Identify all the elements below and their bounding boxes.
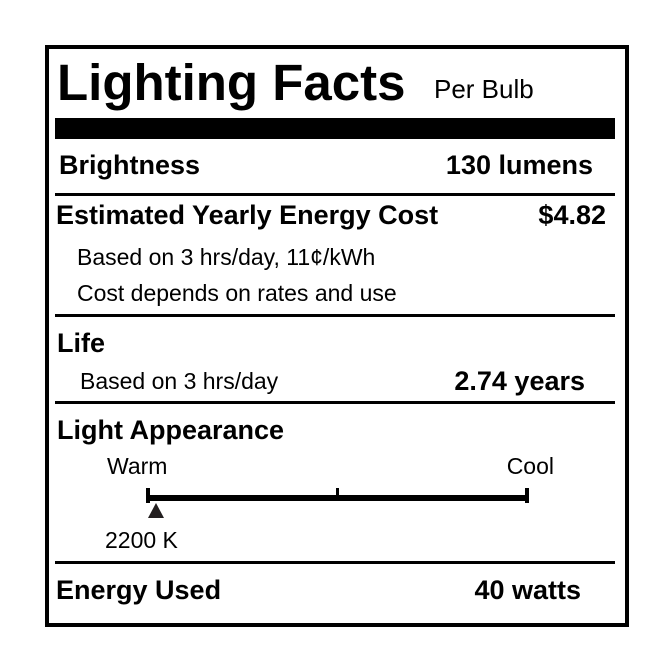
energy-cost-label: Estimated Yearly Energy Cost bbox=[56, 200, 439, 230]
scale-tick bbox=[336, 488, 339, 498]
label-title: Lighting Facts bbox=[57, 54, 406, 111]
warm-label: Warm bbox=[107, 453, 168, 479]
brightness-value: 130 lumens bbox=[445, 150, 593, 180]
energy-cost-note-2: Cost depends on rates and use bbox=[77, 280, 397, 306]
life-value: 2.74 years bbox=[454, 366, 585, 396]
energy-used-label: Energy Used bbox=[56, 575, 222, 605]
color-temperature-value: 2200 K bbox=[105, 527, 178, 553]
energy-cost-note-1: Based on 3 hrs/day, 11¢/kWh bbox=[77, 244, 376, 270]
brightness-label: Brightness bbox=[59, 150, 201, 180]
triangle-up-icon bbox=[147, 503, 164, 518]
energy-cost-value: $4.82 bbox=[538, 200, 606, 230]
scale-tick bbox=[525, 488, 529, 503]
divider bbox=[55, 193, 615, 196]
life-note: Based on 3 hrs/day bbox=[80, 368, 279, 394]
header-bar bbox=[55, 118, 615, 139]
label-subtitle: Per Bulb bbox=[434, 74, 534, 104]
scale-tick bbox=[146, 488, 150, 503]
scale-bar bbox=[148, 495, 529, 501]
appearance-label: Light Appearance bbox=[57, 415, 285, 445]
divider bbox=[55, 401, 615, 404]
cool-label: Cool bbox=[506, 453, 554, 479]
label-frame bbox=[45, 45, 629, 627]
life-label: Life bbox=[57, 328, 106, 358]
energy-used-value: 40 watts bbox=[474, 575, 581, 605]
divider bbox=[55, 561, 615, 564]
divider bbox=[55, 314, 615, 317]
